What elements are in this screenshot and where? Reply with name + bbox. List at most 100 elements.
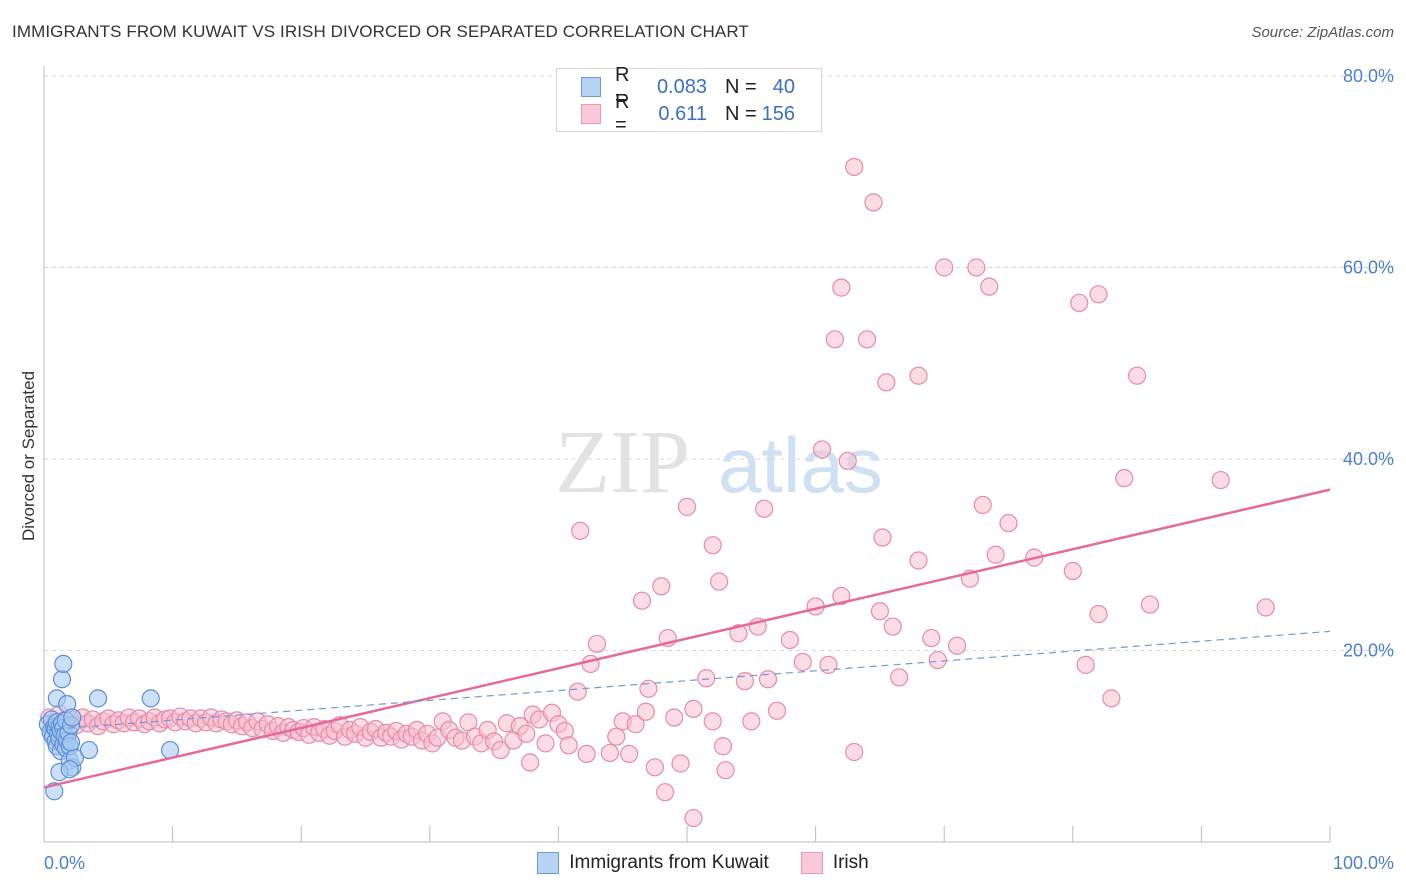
irish-point [607,727,626,746]
y-tick-label: 60.0% [1343,258,1394,278]
irish-point [758,670,778,689]
irish-point [652,577,671,596]
legend-label-kuwait: Immigrants from Kuwait [569,852,769,873]
irish-point [645,758,664,777]
irish-point [947,636,967,655]
irish-point [864,193,883,212]
irish-point [793,652,812,672]
irish-point [845,157,864,177]
irish-point [767,701,787,720]
irish-point [521,753,540,772]
irish-point [620,744,639,764]
irish-point [973,495,992,515]
irish-point [632,591,652,610]
irish-point [812,440,832,459]
legend-swatch-kuwait [581,77,601,97]
irish-point [755,499,774,518]
irish-point [671,754,690,773]
kuwait-point [60,760,79,779]
irish-point [1102,689,1121,708]
irish-point [1211,470,1230,490]
irish-point [716,761,735,780]
irish-point [1256,598,1275,617]
y-tick-label: 80.0% [1343,66,1394,86]
irish-point [710,572,729,591]
irish-point [684,699,703,719]
kuwait-point [141,689,160,708]
irish-point [832,586,851,606]
irish-point [703,536,722,555]
series-legend: Immigrants from Kuwait Irish [0,852,1406,874]
irish-point [639,679,658,698]
irish-point [873,528,892,547]
r-value: 0.611 [658,102,707,125]
kuwait-point [88,689,108,708]
y-axis-label: Divorced or Separated [19,371,38,541]
irish-point [636,702,655,721]
watermark-zip: ZIP [555,413,690,512]
x-tick-label: 0.0% [44,853,85,873]
irish-point [491,740,510,760]
irish-point [742,712,761,731]
irish-point [935,258,954,277]
irish-point [1115,469,1134,488]
irish-point [1070,293,1089,313]
irish-point [665,708,684,727]
irish-point [870,602,890,621]
r-label: R = [615,91,630,136]
irish-point [697,669,716,688]
legend-label-irish: Irish [832,852,869,873]
kuwait-point [52,670,72,689]
irish-point [568,682,587,701]
irish-point [999,514,1018,533]
kuwait-point [79,740,99,760]
irish-point [1140,595,1160,614]
legend-swatch-irish [581,104,601,124]
legend-item-kuwait: Immigrants from Kuwait [537,852,769,874]
irish-point [986,545,1005,564]
irish-point [780,630,799,650]
chart-title: IMMIGRANTS FROM KUWAIT VS IRISH DIVORCED… [12,22,749,41]
irish-point [928,650,947,670]
irish-trend-line [43,488,1331,789]
series-kuwait-points [38,654,180,801]
irish-point [577,744,596,764]
irish-point [1076,655,1095,674]
legend-swatch-irish [800,852,823,874]
trend-lines [43,488,1331,789]
irish-point [877,373,896,392]
irish-point [845,742,864,762]
irish-point [922,628,941,648]
irish-point [559,736,578,755]
irish-point [581,654,600,674]
legend-row-irish: R = 0.611 N = 156 [581,91,795,136]
irish-point [883,617,902,636]
n-label: N = [725,102,757,125]
grid-lines [44,75,1394,651]
irish-point [967,258,986,277]
r-value: 0.083 [656,75,707,98]
chart-source: Source: ZipAtlas.com [1251,24,1394,41]
kuwait-point [54,654,73,674]
irish-point [536,734,555,753]
n-value: 156 [761,102,795,125]
y-tick-labels: 20.0% 40.0% 60.0% 80.0% [1343,66,1394,661]
kuwait-point [61,733,81,752]
irish-point [600,743,619,763]
irish-point [857,330,877,349]
irish-point [890,668,909,687]
legend-row-kuwait: R = 0.083 N = 40 [581,64,795,109]
legend-item-irish: Irish [800,852,869,874]
irish-point [1127,366,1147,385]
legend-swatch-kuwait [537,852,560,874]
irish-point [571,521,590,540]
irish-point [684,808,703,828]
irish-point [713,737,733,756]
irish-point [1089,285,1108,304]
kuwait-point [63,708,82,727]
irish-point [1063,561,1082,581]
kuwait-trend-line [43,630,1331,731]
correlation-legend: R = 0.083 N = 40 R = 0.611 N = 156 [556,64,822,136]
n-value: 40 [772,75,795,98]
